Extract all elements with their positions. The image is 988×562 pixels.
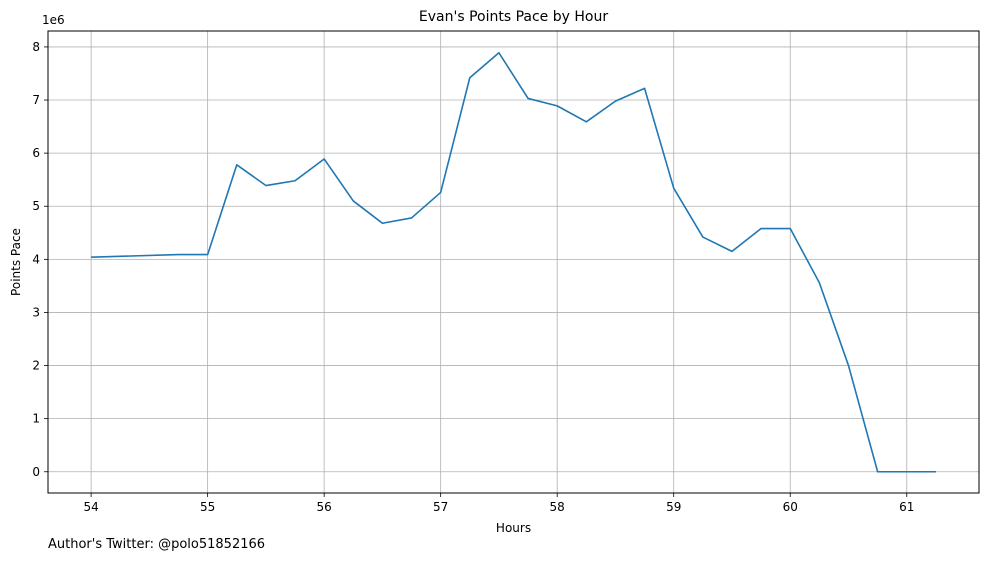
grid bbox=[48, 31, 979, 493]
y-tick-label: 7 bbox=[32, 93, 40, 107]
author-credit: Author's Twitter: @polo51852166 bbox=[48, 537, 266, 552]
x-tick-label: 57 bbox=[433, 500, 448, 514]
y-tick-label: 8 bbox=[32, 40, 40, 54]
y-tick-label: 2 bbox=[32, 359, 40, 373]
y-tick-label: 6 bbox=[32, 146, 40, 160]
y-tick-label: 1 bbox=[32, 412, 40, 426]
y-tick-label: 3 bbox=[32, 305, 40, 319]
plot-frame bbox=[47, 30, 980, 494]
y-tick-label: 4 bbox=[32, 252, 40, 266]
x-tick-label: 60 bbox=[783, 500, 798, 514]
y-offset-label: 1e6 bbox=[42, 13, 65, 27]
series-line-0 bbox=[91, 51, 936, 473]
chart-title: Evan's Points Pace by Hour bbox=[419, 9, 608, 25]
x-axis-label: Hours bbox=[496, 521, 531, 535]
x-tick-label: 61 bbox=[899, 500, 914, 514]
y-tick-label: 5 bbox=[32, 199, 40, 213]
x-tick-label: 55 bbox=[200, 500, 215, 514]
x-tick-label: 54 bbox=[83, 500, 98, 514]
y-tick-label: 0 bbox=[32, 465, 40, 479]
x-tick-label: 58 bbox=[550, 500, 565, 514]
series-layer bbox=[91, 51, 936, 473]
y-axis-label: Points Pace bbox=[9, 228, 23, 296]
x-tick-label: 56 bbox=[317, 500, 332, 514]
x-tick-label: 59 bbox=[666, 500, 681, 514]
